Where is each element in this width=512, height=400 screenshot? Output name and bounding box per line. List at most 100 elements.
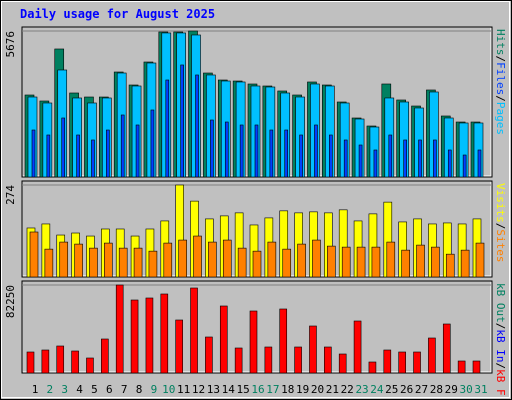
x-tick-label: 5 <box>91 383 98 396</box>
bar <box>133 247 143 278</box>
bar <box>338 353 347 374</box>
bar <box>234 347 243 374</box>
legend-label: Pages <box>494 102 507 135</box>
x-tick-label: 14 <box>222 383 236 396</box>
bar <box>222 239 232 278</box>
bar <box>118 247 128 278</box>
bar <box>56 345 65 374</box>
bar <box>314 124 318 178</box>
bar <box>433 139 437 178</box>
x-tick-label: 20 <box>311 383 324 396</box>
bar <box>445 253 455 278</box>
bar <box>205 336 213 374</box>
bar <box>341 246 351 278</box>
bar <box>447 149 452 178</box>
bar <box>224 121 229 178</box>
bar <box>368 361 377 374</box>
x-tick-label: 8 <box>136 383 143 396</box>
bar <box>163 242 173 278</box>
bar <box>294 346 302 374</box>
bar <box>178 239 187 278</box>
bar <box>76 134 80 178</box>
bar <box>148 250 158 278</box>
bar <box>324 346 332 374</box>
bar <box>29 231 39 278</box>
bar <box>130 299 139 374</box>
bar <box>284 129 289 178</box>
x-tick-label: 29 <box>445 383 458 396</box>
x-tick-label: 28 <box>430 383 443 396</box>
legend-separator: / <box>494 56 507 63</box>
bar <box>353 320 362 374</box>
legend-separator: / <box>494 363 507 370</box>
x-tick-label: 18 <box>281 383 294 396</box>
bar <box>327 245 336 278</box>
bar <box>299 134 303 178</box>
bar <box>383 349 392 374</box>
legend-label: Hits <box>494 29 507 56</box>
bar <box>460 249 470 278</box>
x-tick-label: 22 <box>341 383 354 396</box>
bar <box>472 360 481 374</box>
x-tick-label: 31 <box>474 383 487 396</box>
bar <box>343 139 348 178</box>
bar <box>249 310 258 374</box>
bar <box>457 360 466 374</box>
bar <box>89 247 98 278</box>
bar <box>237 247 247 278</box>
legend-label: kB Out <box>494 283 507 323</box>
x-tick-label: 17 <box>266 383 279 396</box>
bar <box>160 293 169 374</box>
y-tick-label: 82250 <box>4 285 17 318</box>
bar <box>106 129 110 178</box>
bar <box>74 243 83 278</box>
bar <box>431 246 440 278</box>
legend-label: Sites <box>494 229 507 262</box>
legend-label: kB F <box>494 369 507 396</box>
x-tick-label: 23 <box>355 383 368 396</box>
bar <box>297 243 306 278</box>
bar <box>180 64 184 178</box>
x-tick-label: 25 <box>385 383 398 396</box>
bar <box>59 241 69 278</box>
legend-label: Files <box>494 62 507 95</box>
bar <box>462 154 467 178</box>
legend-separator: / <box>494 95 507 102</box>
bar <box>165 79 170 178</box>
x-tick-label: 4 <box>76 383 83 396</box>
x-tick-label: 6 <box>106 383 113 396</box>
x-tick-label: 10 <box>162 383 175 396</box>
bar <box>416 244 425 278</box>
bar <box>208 241 217 278</box>
bar <box>219 305 228 374</box>
bar <box>71 350 79 374</box>
x-tick-label: 12 <box>192 383 205 396</box>
bar <box>442 323 451 374</box>
x-tick-label: 24 <box>370 383 384 396</box>
bar <box>279 308 288 374</box>
x-tick-label: 9 <box>151 383 158 396</box>
bar <box>329 134 333 178</box>
legend-label: kB In <box>494 329 507 362</box>
bar <box>46 134 51 178</box>
bar <box>371 246 381 278</box>
x-tick-label: 19 <box>296 383 309 396</box>
x-tick-label: 16 <box>251 383 264 396</box>
bar <box>264 346 273 374</box>
bar <box>26 351 35 374</box>
x-tick-label: 27 <box>415 383 428 396</box>
bar <box>428 337 436 374</box>
bar <box>252 250 262 278</box>
bar <box>86 357 94 374</box>
x-tick-label: 1 <box>32 383 39 396</box>
bar <box>388 134 393 178</box>
bar <box>401 249 410 278</box>
bar <box>91 139 95 178</box>
bar <box>115 284 124 374</box>
chart-title: Daily usage for August 2025 <box>20 7 215 21</box>
x-tick-label: 11 <box>177 383 190 396</box>
bar <box>190 287 198 374</box>
